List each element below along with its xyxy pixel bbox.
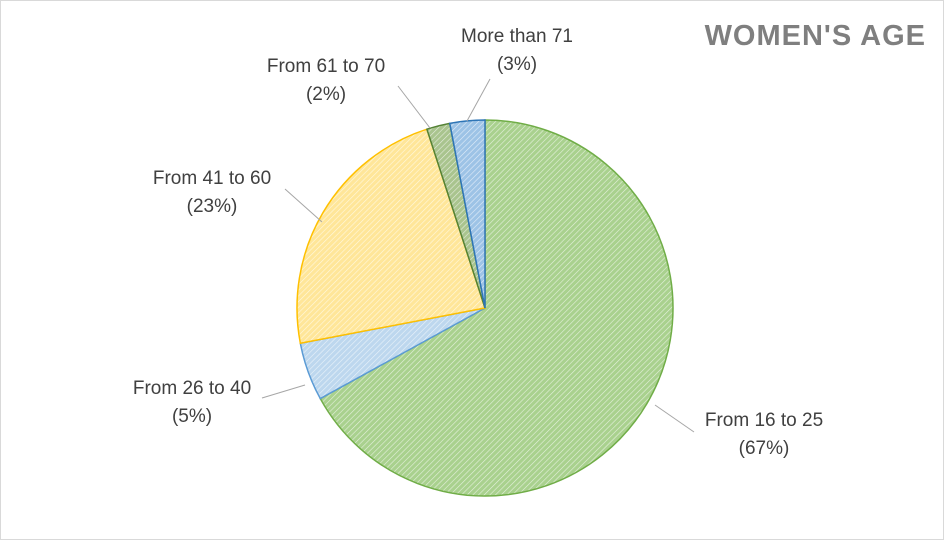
- leader-line-2: [261, 384, 306, 399]
- pie-slice-3: [296, 128, 486, 345]
- leader-line-5: [466, 78, 491, 122]
- chart-title: WOMEN'S AGE: [704, 20, 926, 52]
- slice-percent-5: (3%): [497, 54, 537, 75]
- leader-line-3: [284, 188, 323, 223]
- slice-label-2: From 26 to 40: [133, 378, 251, 399]
- slice-label-5: More than 71: [461, 26, 573, 47]
- slice-label-4: From 61 to 70: [267, 56, 385, 77]
- slice-percent-3: (23%): [187, 196, 238, 217]
- slice-percent-1: (67%): [739, 438, 790, 459]
- slice-label-1: From 16 to 25: [705, 410, 823, 431]
- pie-slice-1: [319, 119, 674, 497]
- slice-label-3: From 41 to 60: [153, 168, 271, 189]
- leader-line-1: [654, 404, 695, 433]
- leader-line-4: [397, 85, 431, 129]
- slice-percent-4: (2%): [306, 84, 346, 105]
- slice-percent-2: (5%): [172, 406, 212, 427]
